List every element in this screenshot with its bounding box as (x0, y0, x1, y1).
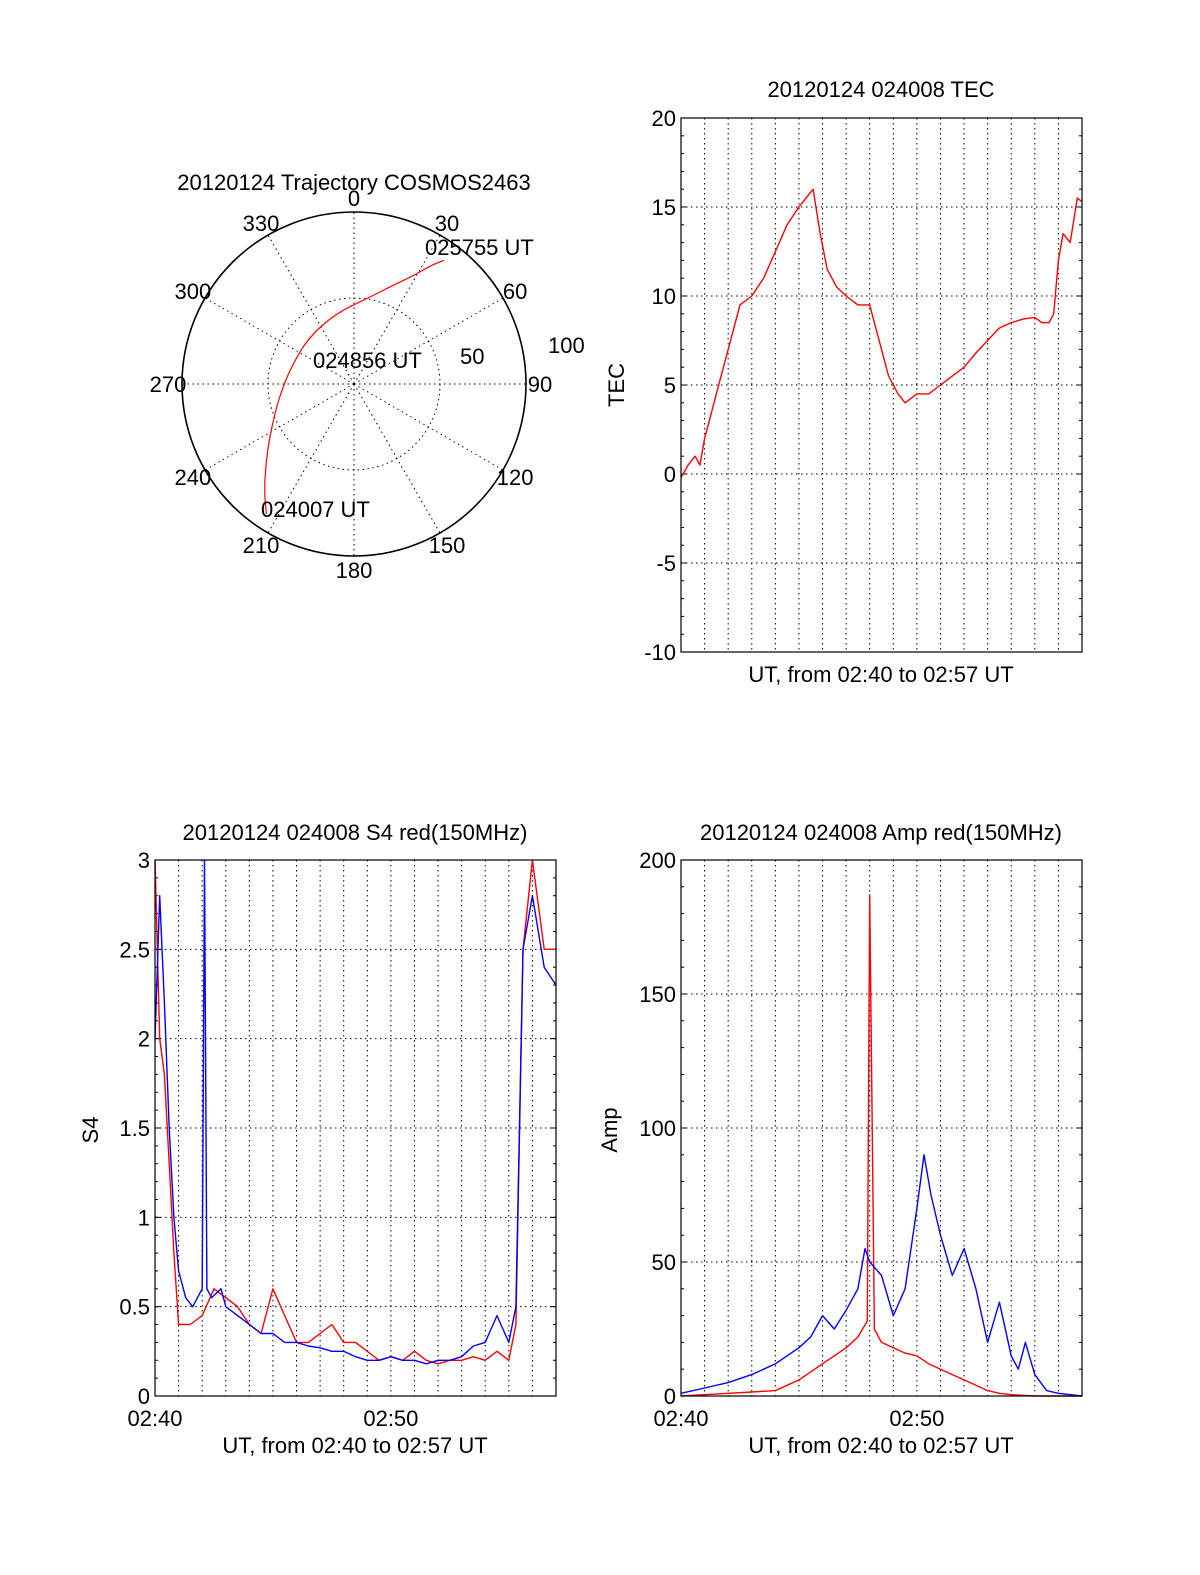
amp-xtick-label: 02:50 (889, 1406, 944, 1431)
tec-chart: 20120124 024008 TEC TEC UT, from 02:40 t… (604, 77, 1083, 687)
s4-series-blue (154, 859, 557, 1365)
polar-spoke-210 (267, 383, 355, 534)
polar-spoke-120 (353, 383, 504, 471)
polar-angle-tick: 330 (243, 211, 280, 236)
s4-ytick-label: 1.5 (119, 1116, 150, 1141)
polar-angle-tick: 300 (175, 279, 212, 304)
tec-ytick-label: 5 (664, 373, 676, 398)
s4-ytick-label: 2 (138, 1027, 150, 1052)
polar-spoke-330 (267, 234, 355, 385)
polar-angle-ticks: 0 30 60 90 120 150 180 210 240 270 300 330 (150, 186, 553, 583)
polar-outer-circle (181, 211, 527, 557)
s4-series-red (154, 859, 556, 1365)
polar-angle-tick: 120 (497, 465, 534, 490)
polar-angle-tick: 90 (528, 372, 552, 397)
tec-title: 20120124 024008 TEC (767, 77, 994, 102)
polar-angle-tick: 210 (243, 533, 280, 558)
polar-spoke-60 (353, 297, 504, 385)
s4-ylabel: S4 (78, 1117, 103, 1144)
tec-ylabel: TEC (604, 363, 629, 407)
polar-angle-tick: 240 (175, 465, 212, 490)
polar-trajectory-chart: 20120124 Trajectory COSMOS2463 0 30 60 90 12… (150, 170, 585, 583)
polar-angle-tick: 60 (503, 279, 527, 304)
tec-ytick-label: -5 (656, 551, 676, 576)
polar-angle-tick: 180 (336, 558, 373, 583)
s4-xtick-label: 02:50 (363, 1406, 418, 1431)
polar-angle-tick: 150 (429, 533, 466, 558)
amp-ytick-label: 200 (639, 848, 676, 873)
amp-xlabel: UT, from 02:40 to 02:57 UT (748, 1433, 1013, 1458)
amp-series-red (680, 894, 1082, 1397)
annotation-start-time: 024007 UT (261, 497, 370, 522)
tec-ytick-label: 10 (652, 284, 676, 309)
polar-spoke-240 (204, 383, 355, 471)
tec-series-red (680, 188, 1083, 478)
annotation-end-time: 025755 UT (425, 235, 534, 260)
tec-plot-frame (680, 117, 1083, 653)
polar-grid (181, 211, 527, 557)
s4-title: 20120124 024008 S4 red(150MHz) (183, 820, 528, 845)
s4-xtick-label: 02:40 (127, 1406, 182, 1431)
amp-series-blue (680, 1154, 1083, 1397)
trajectory-line (264, 259, 445, 514)
amp-ylabel: Amp (597, 1107, 622, 1152)
polar-spoke-30 (353, 234, 441, 385)
s4-ytick-label: 2.5 (119, 937, 150, 962)
s4-xlabel: UT, from 02:40 to 02:57 UT (222, 1433, 487, 1458)
s4-ytick-label: 1 (138, 1205, 150, 1230)
polar-angle-tick: 0 (348, 186, 360, 211)
s4-chart: 20120124 024008 S4 red(150MHz) S4 UT, fr… (78, 820, 557, 1458)
s4-ytick-label: 0.5 (119, 1295, 150, 1320)
amp-ytick-label: 0 (664, 1384, 676, 1409)
tec-xlabel: UT, from 02:40 to 02:57 UT (748, 662, 1013, 687)
tec-ytick-label: 15 (652, 195, 676, 220)
amp-ytick-label: 150 (639, 982, 676, 1007)
s4-ytick-label: 3 (138, 848, 150, 873)
polar-title: 20120124 Trajectory COSMOS2463 (177, 170, 530, 195)
amp-xtick-label: 02:40 (653, 1406, 708, 1431)
amp-title: 20120124 024008 Amp red(150MHz) (700, 820, 1062, 845)
s4-plot-frame (154, 859, 557, 1397)
tec-ytick-label: -10 (644, 640, 676, 665)
amp-plot-frame (680, 859, 1083, 1397)
polar-radius-tick-100: 100 (548, 333, 585, 358)
amp-ytick-label: 100 (639, 1116, 676, 1141)
polar-angle-tick: 30 (435, 211, 459, 236)
s4-ytick-label: 0 (138, 1384, 150, 1409)
polar-spoke-300 (204, 297, 355, 385)
polar-angle-tick: 270 (150, 372, 187, 397)
amp-ytick-label: 50 (652, 1250, 676, 1275)
tec-ytick-label: 20 (652, 106, 676, 131)
tec-ytick-label: 0 (664, 462, 676, 487)
polar-radius-tick-50: 50 (460, 344, 484, 369)
amp-chart: 20120124 024008 Amp red(150MHz) Amp UT, … (597, 820, 1083, 1458)
annotation-mid-time: 024856 UT (313, 348, 422, 373)
polar-spoke-150 (353, 383, 441, 534)
